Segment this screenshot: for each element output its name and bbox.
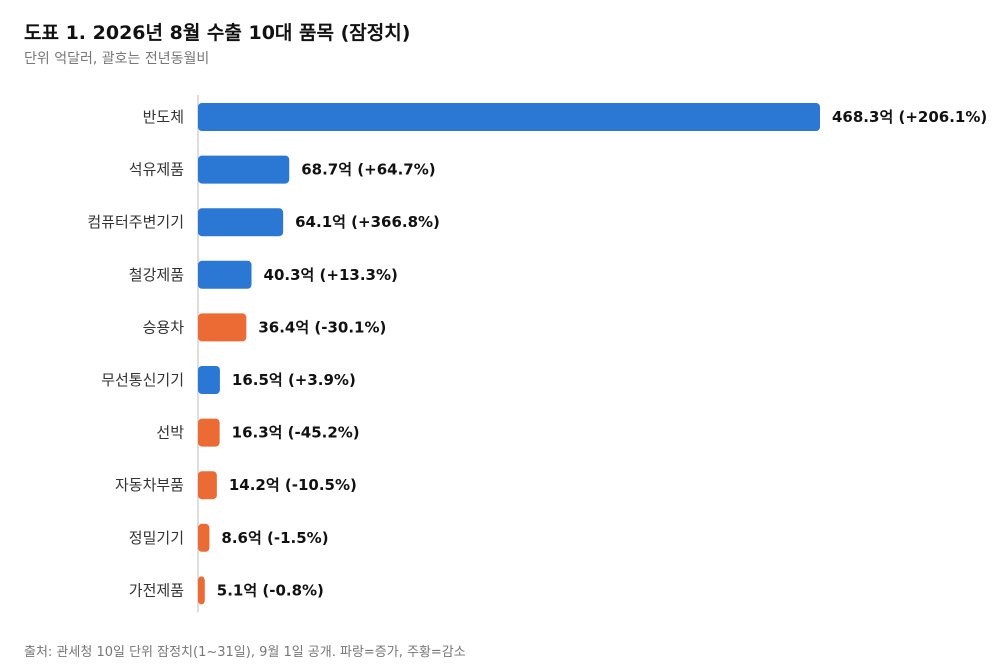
category-label: 정밀기기 <box>129 529 184 547</box>
bar <box>198 103 820 131</box>
data-label: 16.5억 (+3.9%) <box>232 371 356 389</box>
data-label: 68.7억 (+64.7%) <box>301 161 435 179</box>
data-label: 36.4억 (-30.1%) <box>258 318 386 336</box>
bar <box>198 418 220 447</box>
bar <box>198 155 290 184</box>
category-label: 석유제품 <box>129 161 184 179</box>
chart-source-note: 출처: 관세청 10일 단위 잠정치(1~31일), 9월 1일 공개. 파랑=… <box>24 645 466 660</box>
bar <box>198 523 210 552</box>
category-label: 선박 <box>156 424 184 442</box>
category-label: 승용차 <box>143 318 185 336</box>
bar <box>198 366 220 394</box>
data-label: 16.3억 (-45.2%) <box>232 424 360 442</box>
data-label: 14.2억 (-10.5%) <box>229 476 357 494</box>
data-label: 64.1억 (+366.8%) <box>295 213 440 231</box>
category-label: 가전제품 <box>129 581 184 599</box>
bar <box>198 471 217 500</box>
data-label: 468.3억 (+206.1%) <box>832 108 987 126</box>
category-label: 철강제품 <box>129 266 184 284</box>
bar <box>198 313 247 342</box>
category-label: 자동차부품 <box>115 476 184 494</box>
bar <box>198 260 252 289</box>
category-label: 반도체 <box>143 108 184 126</box>
chart-title: 도표 1. 2026년 8월 수출 10대 품목 (잠정치) <box>24 22 411 44</box>
category-label: 컴퓨터주변기기 <box>87 213 184 231</box>
bar <box>198 576 205 605</box>
data-label: 40.3억 (+13.3%) <box>264 266 398 284</box>
category-label: 무선통신기기 <box>101 371 184 389</box>
data-label: 8.6억 (-1.5%) <box>221 529 328 547</box>
chart-subtitle: 단위 억달러, 괄호는 전년동월비 <box>24 51 210 67</box>
bar <box>198 208 284 237</box>
bars-layer: 반도체 468.3억 (+206.1%) 석유제품 68.7억 (+64.7%) 컴퓨터… <box>87 95 987 613</box>
data-label: 5.1억 (-0.8%) <box>217 581 324 599</box>
